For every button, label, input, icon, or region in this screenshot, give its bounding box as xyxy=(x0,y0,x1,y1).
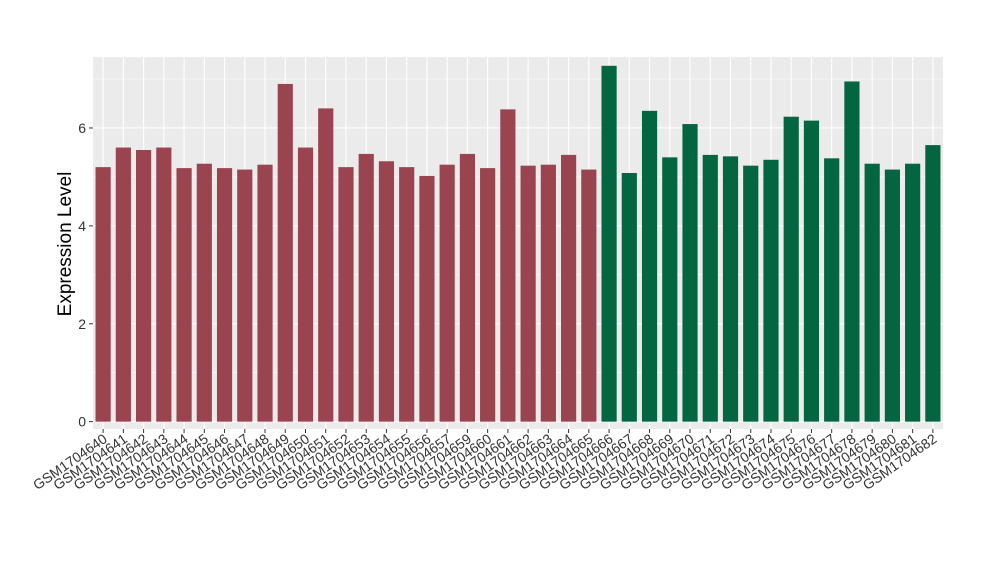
bar xyxy=(136,150,152,422)
bar xyxy=(783,116,799,422)
bar xyxy=(257,164,273,422)
bar xyxy=(419,175,435,422)
bar xyxy=(156,147,172,422)
bar xyxy=(581,169,597,422)
bars xyxy=(95,65,941,422)
bar xyxy=(480,168,496,422)
bar xyxy=(115,147,131,422)
bar xyxy=(864,163,880,422)
bar xyxy=(743,165,759,422)
y-tick-label: 2 xyxy=(78,316,86,332)
bar xyxy=(459,153,475,422)
bar xyxy=(803,120,820,422)
bar xyxy=(824,158,840,422)
bar xyxy=(237,169,253,422)
bar xyxy=(358,153,374,422)
bar xyxy=(561,154,577,422)
y-tick-label: 4 xyxy=(78,218,86,234)
bar xyxy=(641,110,658,422)
y-tick-label: 6 xyxy=(78,120,86,136)
bar xyxy=(621,173,637,422)
bar xyxy=(601,65,617,422)
y-axis: 0 2 4 6 xyxy=(78,120,93,430)
bar xyxy=(905,163,921,422)
bar xyxy=(763,159,779,422)
bar xyxy=(702,154,718,422)
bar xyxy=(216,168,233,422)
x-axis: GSM1704640GSM1704641GSM1704642GSM1704643… xyxy=(30,429,940,493)
bar xyxy=(662,157,678,422)
bar xyxy=(196,163,212,422)
bar xyxy=(520,165,536,422)
bar xyxy=(95,167,111,422)
bar xyxy=(318,108,334,422)
bar xyxy=(176,168,192,422)
bar xyxy=(540,164,556,422)
bar xyxy=(500,109,516,422)
bar xyxy=(722,156,739,422)
bar xyxy=(338,167,354,422)
bar xyxy=(297,147,314,422)
bar xyxy=(378,161,395,422)
y-axis-title: Expression Level xyxy=(55,172,76,317)
bar xyxy=(277,83,293,422)
plot-panel xyxy=(93,57,943,429)
y-tick-label: 0 xyxy=(78,414,86,430)
bar xyxy=(439,164,455,422)
bar xyxy=(884,169,900,422)
bar xyxy=(682,124,698,422)
bar xyxy=(844,81,860,422)
bar xyxy=(925,145,941,422)
bar xyxy=(399,167,415,422)
